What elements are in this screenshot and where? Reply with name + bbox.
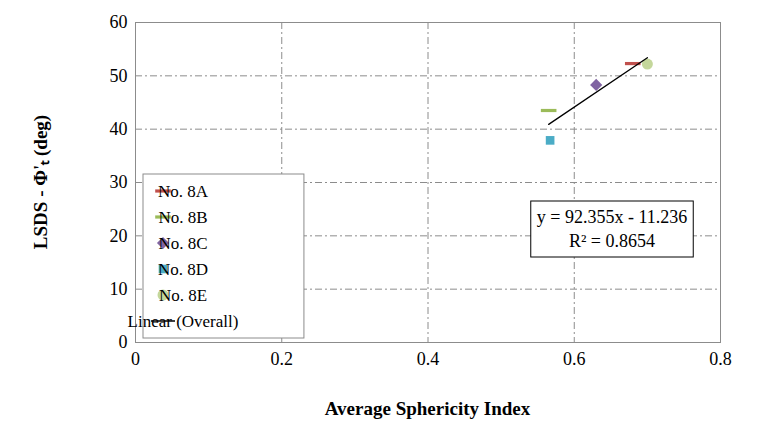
svg-text:No. 8D: No. 8D (158, 260, 208, 279)
svg-text:No. 8E: No. 8E (159, 286, 207, 305)
svg-text:No. 8B: No. 8B (158, 208, 207, 227)
svg-text:y = 92.355x - 11.236: y = 92.355x - 11.236 (537, 207, 687, 227)
svg-text:No. 8A: No. 8A (158, 182, 209, 201)
svg-text:30: 30 (110, 172, 128, 192)
svg-text:Average Sphericity Index: Average Sphericity Index (325, 398, 531, 419)
svg-text:50: 50 (110, 66, 128, 86)
svg-text:Linear (Overall): Linear (Overall) (128, 312, 239, 331)
svg-text:20: 20 (110, 226, 128, 246)
svg-text:0: 0 (131, 349, 140, 369)
svg-text:40: 40 (110, 119, 128, 139)
svg-text:0: 0 (119, 332, 128, 352)
svg-text:No. 8C: No. 8C (158, 234, 207, 253)
svg-text:LSDS - Φ'ₜ (deg): LSDS - Φ'ₜ (deg) (30, 115, 52, 249)
svg-text:60: 60 (110, 12, 128, 32)
svg-text:10: 10 (110, 279, 128, 299)
svg-text:0.4: 0.4 (417, 349, 440, 369)
svg-text:0.2: 0.2 (271, 349, 294, 369)
svg-text:R² = 0.8654: R² = 0.8654 (569, 231, 655, 251)
svg-text:0.6: 0.6 (563, 349, 586, 369)
svg-text:0.8: 0.8 (709, 349, 732, 369)
